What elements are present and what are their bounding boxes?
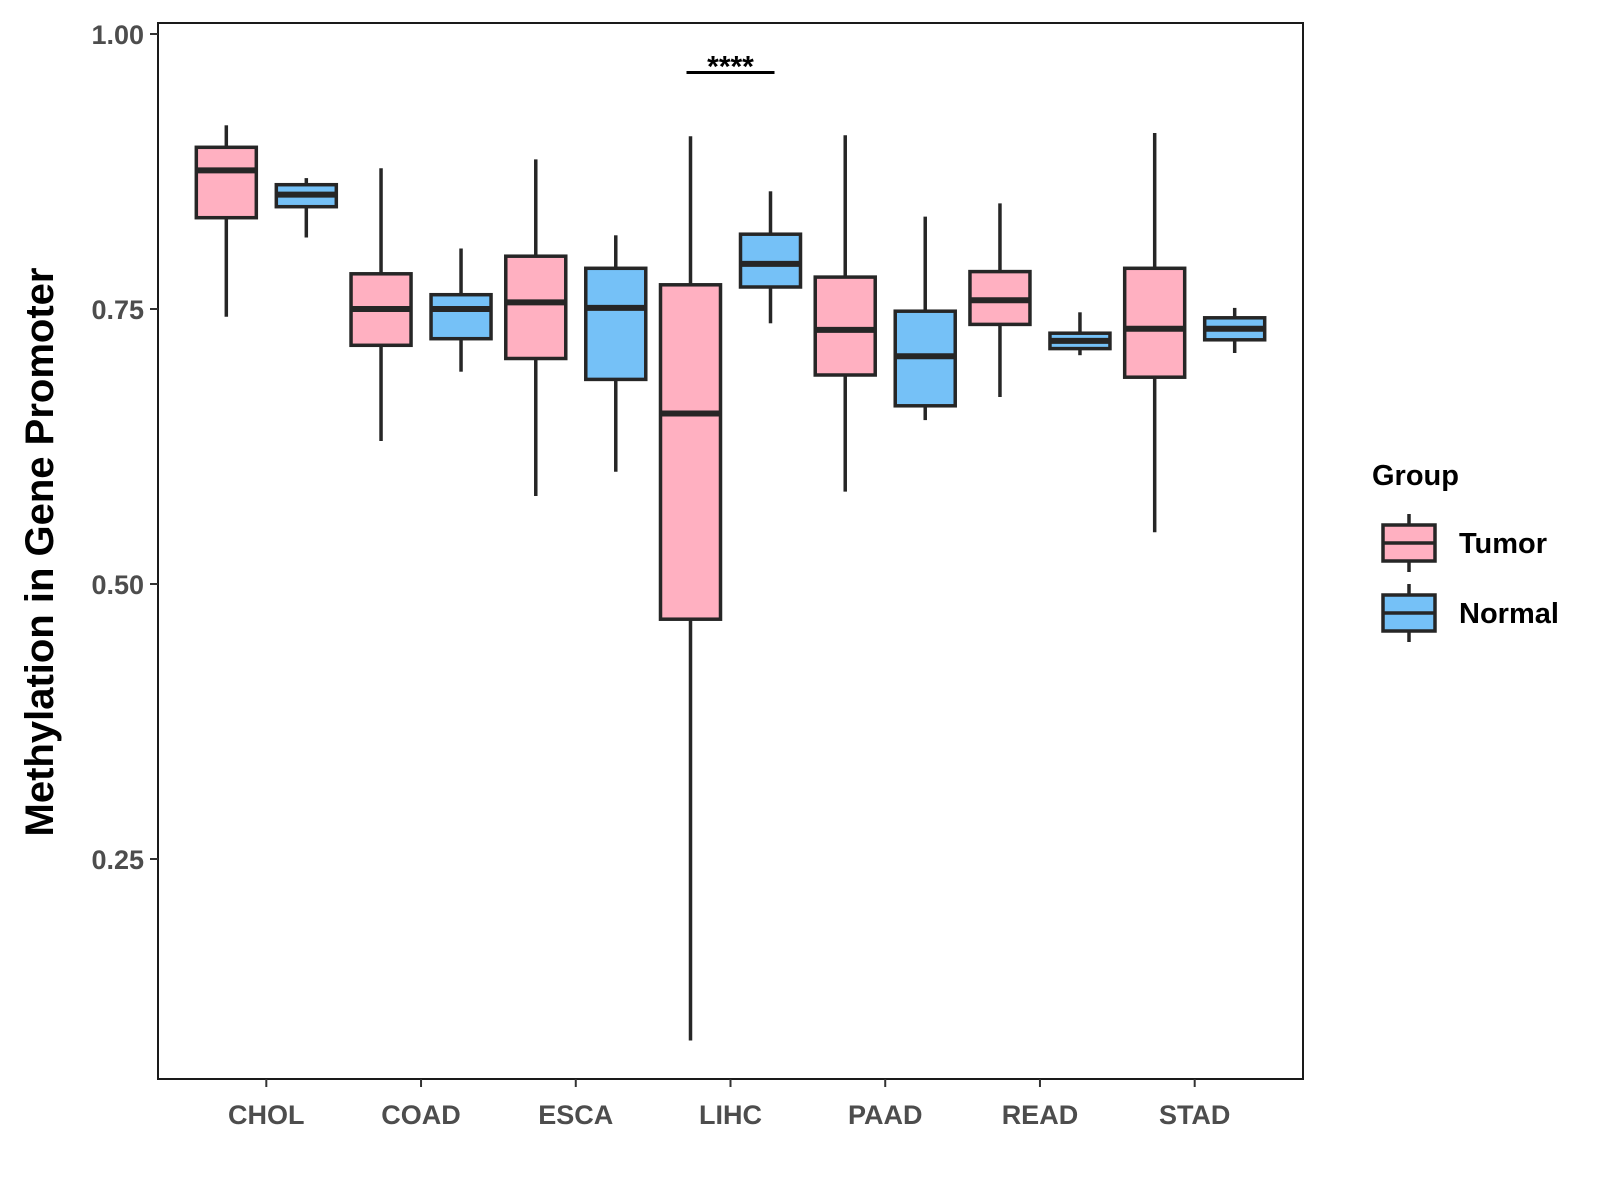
y-tick-label: 0.75 <box>91 295 144 325</box>
box-normal-lihc <box>738 191 803 324</box>
box-iqr <box>194 145 259 220</box>
box-iqr <box>429 292 493 341</box>
x-axis: CHOL COAD ESCA LIHC PAAD READ STAD <box>228 1079 1230 1130</box>
x-tick-label: LIHC <box>699 1100 762 1130</box>
x-tick-label: COAD <box>381 1100 461 1130</box>
box-iqr <box>738 232 803 289</box>
box-series <box>194 125 1267 1041</box>
significance-label: **** <box>707 51 754 84</box>
legend-label-tumor: Tumor <box>1459 528 1547 560</box>
x-tick-label: CHOL <box>228 1100 305 1130</box>
box-normal-read <box>1048 312 1112 356</box>
box-normal-stad <box>1202 307 1267 353</box>
box-tumor-paad <box>813 135 877 492</box>
box-iqr <box>658 283 723 621</box>
box-iqr <box>584 266 648 382</box>
box-tumor-coad <box>349 168 413 441</box>
x-tick-label: ESCA <box>538 1100 613 1130</box>
significance-annotations: **** <box>686 51 775 84</box>
box-tumor-esca <box>504 159 568 496</box>
box-normal-coad <box>429 248 493 372</box>
y-tick-label: 1.00 <box>91 20 144 50</box>
box-normal-chol <box>274 178 339 238</box>
box-tumor-chol <box>194 125 259 317</box>
box-normal-paad <box>893 216 957 421</box>
y-axis-title: Methylation in Gene Promoter <box>18 268 62 837</box>
x-tick-label: READ <box>1002 1100 1079 1130</box>
box-normal-esca <box>584 235 648 472</box>
legend: Group Tumor Normal <box>1372 460 1559 642</box>
y-tick-label: 0.50 <box>91 570 144 600</box>
y-axis: 0.25 0.50 0.75 1.00 <box>91 20 158 875</box>
box-iqr <box>504 254 568 361</box>
legend-key-normal <box>1381 584 1437 642</box>
box-iqr <box>1122 266 1187 379</box>
plot-panel <box>157 22 1304 1080</box>
y-tick-label: 0.25 <box>91 845 144 875</box>
box-tumor-stad <box>1122 133 1187 533</box>
box-tumor-read <box>968 203 1032 397</box>
legend-key-tumor <box>1381 514 1437 572</box>
box-iqr <box>813 275 877 377</box>
legend-label-normal: Normal <box>1459 598 1559 630</box>
x-tick-label: STAD <box>1159 1100 1231 1130</box>
x-tick-label: PAAD <box>848 1100 923 1130</box>
box-tumor-lihc <box>658 136 723 1041</box>
legend-title: Group <box>1372 460 1459 492</box>
